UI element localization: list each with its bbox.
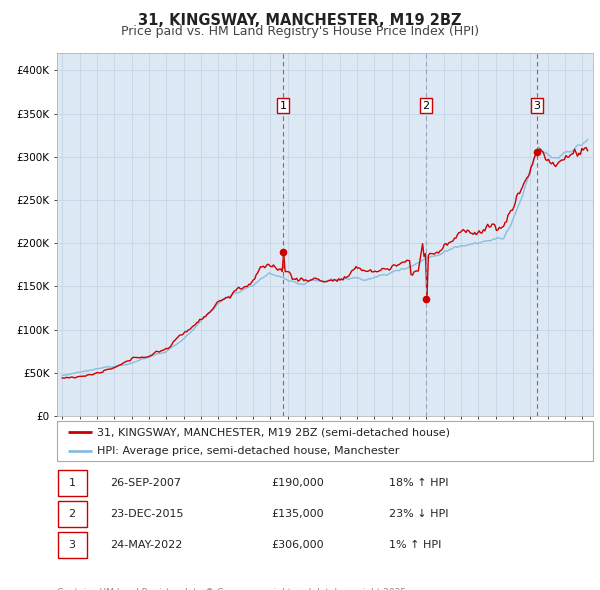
Text: 1: 1 — [68, 478, 76, 488]
Text: 26-SEP-2007: 26-SEP-2007 — [110, 478, 182, 488]
Text: 1: 1 — [280, 101, 287, 111]
Text: 24-MAY-2022: 24-MAY-2022 — [110, 540, 183, 550]
Text: 3: 3 — [68, 540, 76, 550]
Text: 1% ↑ HPI: 1% ↑ HPI — [389, 540, 442, 550]
Text: £306,000: £306,000 — [271, 540, 324, 550]
Bar — [58, 532, 87, 559]
Text: 31, KINGSWAY, MANCHESTER, M19 2BZ: 31, KINGSWAY, MANCHESTER, M19 2BZ — [138, 13, 462, 28]
Text: 31, KINGSWAY, MANCHESTER, M19 2BZ (semi-detached house): 31, KINGSWAY, MANCHESTER, M19 2BZ (semi-… — [97, 427, 450, 437]
Text: Contains HM Land Registry data © Crown copyright and database right 2025.
This d: Contains HM Land Registry data © Crown c… — [57, 588, 409, 590]
Text: 3: 3 — [533, 101, 541, 111]
Text: £135,000: £135,000 — [271, 509, 324, 519]
Bar — [58, 501, 87, 527]
Text: 23% ↓ HPI: 23% ↓ HPI — [389, 509, 449, 519]
Text: Price paid vs. HM Land Registry's House Price Index (HPI): Price paid vs. HM Land Registry's House … — [121, 25, 479, 38]
Bar — [58, 470, 87, 496]
Text: 2: 2 — [68, 509, 76, 519]
Text: HPI: Average price, semi-detached house, Manchester: HPI: Average price, semi-detached house,… — [97, 445, 400, 455]
Text: 23-DEC-2015: 23-DEC-2015 — [110, 509, 184, 519]
Text: 18% ↑ HPI: 18% ↑ HPI — [389, 478, 449, 488]
Text: £190,000: £190,000 — [271, 478, 324, 488]
Text: 2: 2 — [422, 101, 430, 111]
